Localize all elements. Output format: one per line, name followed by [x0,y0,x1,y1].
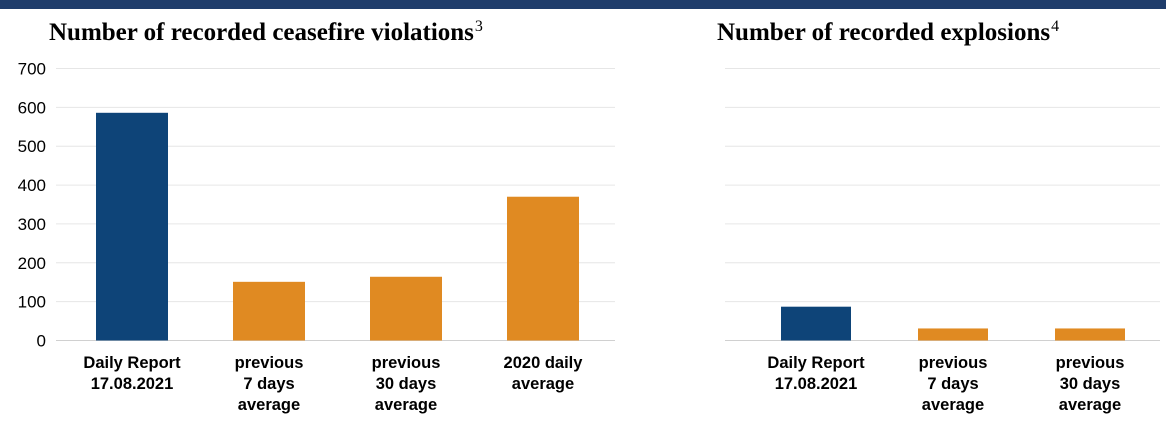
ceasefire-bar-3 [370,276,442,341]
explosions-bar-2 [918,328,988,341]
chart-title-ceasefire-violations: Number of recorded ceasefire violations3 [49,18,483,46]
y-tick-label: 100 [18,293,46,312]
category-label: previous 7 days average [919,354,988,414]
footnote-marker: 4 [1051,18,1060,35]
chart-title-explosions: Number of recorded explosions4 [717,18,1060,46]
category-label: Daily Report 17.08.2021 [83,354,181,393]
y-tick-label: 400 [18,176,46,195]
category-label: Daily Report 17.08.2021 [767,354,865,393]
y-tick-label: 200 [18,254,46,273]
ceasefire-bar-2 [233,281,305,341]
ceasefire-bar-1 [96,112,168,341]
explosions-bar-3 [1055,328,1125,341]
y-tick-label: 300 [18,215,46,234]
ceasefire-bar-4 [507,196,579,341]
footnote-marker: 3 [474,18,483,35]
y-tick-label: 700 [18,60,46,79]
explosions-bar-1 [781,306,851,341]
category-label: previous 7 days average [235,354,304,414]
y-tick-label: 600 [18,98,46,117]
category-label: 2020 daily average [504,354,584,393]
category-label: previous 30 days average [372,354,441,414]
y-tick-label: 0 [37,332,46,351]
category-label: previous 30 days average [1056,354,1125,414]
y-tick-label: 500 [18,137,46,156]
header-band [0,0,1166,9]
